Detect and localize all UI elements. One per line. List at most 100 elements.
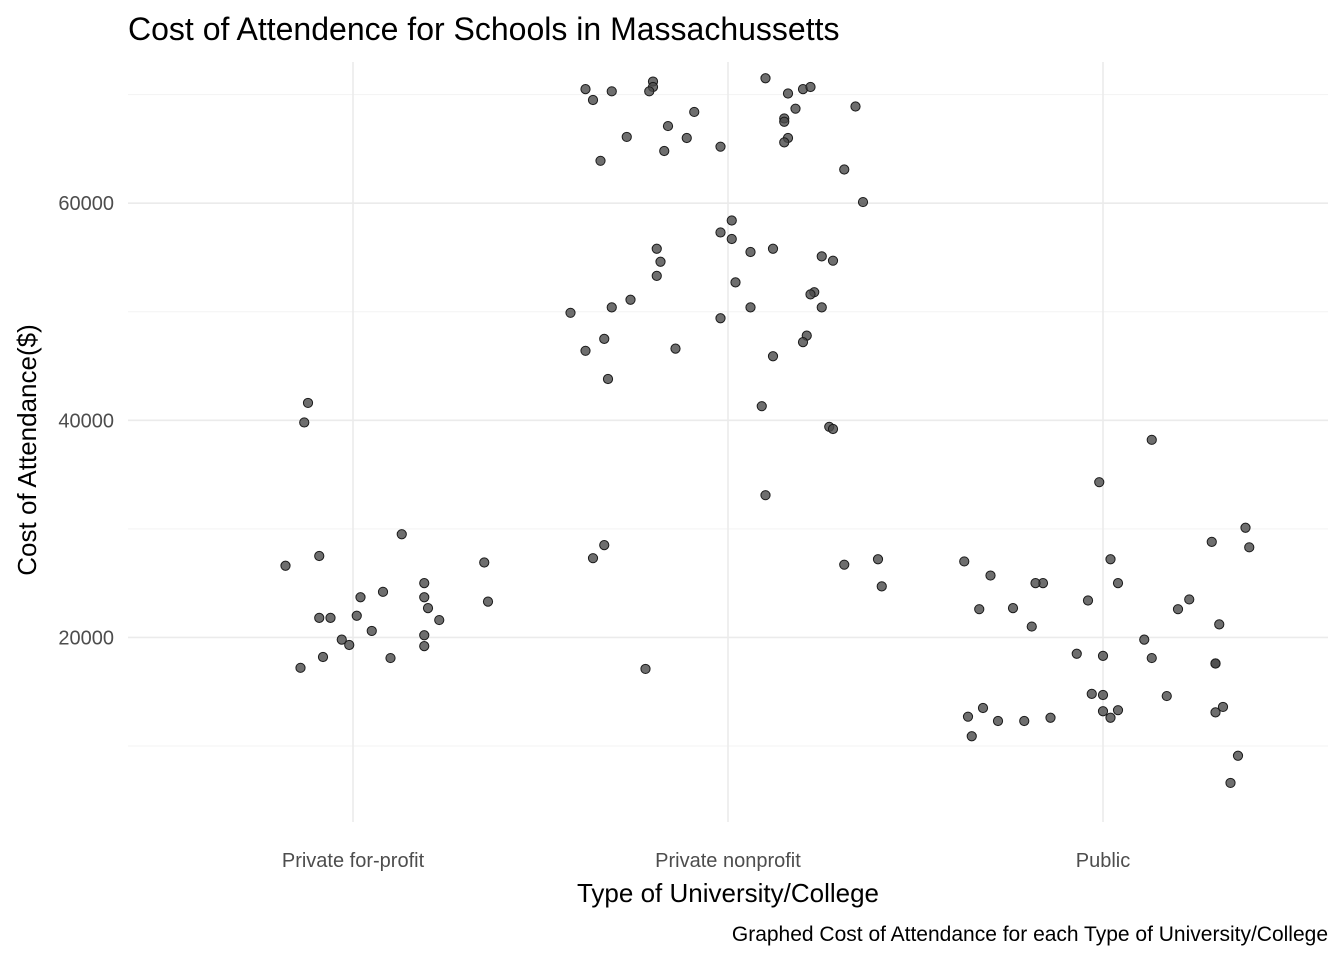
data-point — [857, 196, 869, 208]
data-point — [580, 345, 591, 356]
data-point — [419, 630, 430, 641]
data-point — [1019, 715, 1030, 727]
data-point — [760, 490, 771, 501]
data-point — [760, 73, 771, 84]
data-point — [1094, 477, 1105, 488]
data-point — [816, 251, 827, 262]
data-point — [422, 603, 434, 614]
data-point — [662, 120, 674, 132]
data-point — [385, 652, 396, 664]
data-point — [1184, 594, 1195, 605]
data-point — [295, 662, 306, 673]
data-point — [1244, 542, 1255, 553]
data-point — [1139, 634, 1150, 645]
data-point — [351, 610, 362, 621]
data-point — [1071, 648, 1082, 659]
data-point — [1146, 434, 1157, 445]
data-point — [655, 256, 666, 267]
data-points — [280, 73, 1255, 789]
data-point — [977, 702, 989, 714]
data-point — [876, 581, 887, 592]
data-point — [992, 715, 1004, 727]
data-point — [1112, 705, 1124, 716]
data-point — [805, 81, 816, 93]
data-point — [1007, 603, 1019, 614]
data-point — [587, 94, 599, 106]
data-point — [779, 116, 790, 127]
data-point — [715, 313, 726, 324]
data-point — [314, 550, 325, 562]
data-point — [726, 233, 737, 245]
data-point — [715, 227, 726, 238]
data-point — [602, 373, 614, 385]
data-point — [726, 215, 737, 226]
data-point — [1026, 621, 1037, 632]
data-point — [1105, 554, 1116, 565]
data-point — [479, 557, 490, 568]
data-point — [1172, 604, 1184, 615]
data-point — [482, 596, 494, 607]
data-point — [336, 634, 347, 645]
data-point — [839, 164, 850, 175]
data-point — [782, 88, 794, 99]
data-point — [962, 711, 974, 722]
data-point — [587, 553, 599, 564]
data-point — [1214, 619, 1225, 630]
data-point — [1240, 522, 1251, 533]
x-axis-ticks: Private for-profit Private nonprofit Publi… — [282, 850, 1130, 872]
data-point — [1217, 701, 1229, 713]
data-point — [651, 270, 662, 281]
data-point — [580, 84, 591, 95]
data-point — [1210, 707, 1221, 718]
data-point — [805, 289, 816, 300]
data-point — [797, 337, 809, 348]
data-point — [1161, 690, 1172, 702]
data-point — [396, 529, 407, 540]
data-point — [681, 132, 692, 144]
data-point — [1232, 750, 1244, 761]
x-tick-label: Private nonprofit — [655, 850, 801, 872]
data-point — [1082, 595, 1094, 606]
chart-caption: Graphed Cost of Attendance for each Type… — [732, 923, 1328, 946]
data-point — [302, 397, 314, 409]
data-point — [1045, 712, 1056, 723]
x-tick-label: Private for-profit — [282, 850, 425, 872]
data-point — [827, 255, 839, 266]
data-point — [730, 277, 741, 288]
data-point — [299, 417, 310, 428]
data-point — [1097, 706, 1109, 717]
data-point — [1206, 536, 1217, 547]
data-point — [816, 302, 827, 313]
data-point — [1097, 650, 1109, 661]
data-point — [966, 731, 977, 742]
data-point — [599, 540, 610, 551]
data-point — [377, 586, 389, 597]
data-point — [959, 556, 970, 567]
data-point — [419, 592, 430, 603]
chart-title: Cost of Attendence for Schools in Massac… — [128, 11, 839, 47]
x-tick-label: Public — [1076, 850, 1130, 872]
data-point — [366, 625, 377, 637]
data-point — [599, 333, 610, 344]
data-point — [280, 560, 291, 571]
data-point — [839, 559, 850, 570]
data-point — [689, 106, 700, 118]
data-point — [1146, 652, 1157, 664]
data-point — [565, 307, 576, 318]
data-point — [1225, 777, 1236, 789]
data-point — [625, 294, 636, 305]
x-axis-title: Type of University/College — [577, 878, 879, 908]
data-point — [790, 103, 801, 114]
data-point — [745, 302, 756, 313]
data-point — [606, 302, 617, 313]
data-point — [974, 604, 985, 615]
data-point — [606, 86, 617, 97]
data-point — [434, 614, 445, 626]
data-point — [670, 343, 681, 354]
y-axis-title: Cost of Attendance($) — [12, 324, 42, 575]
data-point — [767, 243, 779, 254]
data-point — [621, 131, 632, 143]
data-point — [1210, 658, 1221, 669]
data-point — [850, 101, 861, 112]
